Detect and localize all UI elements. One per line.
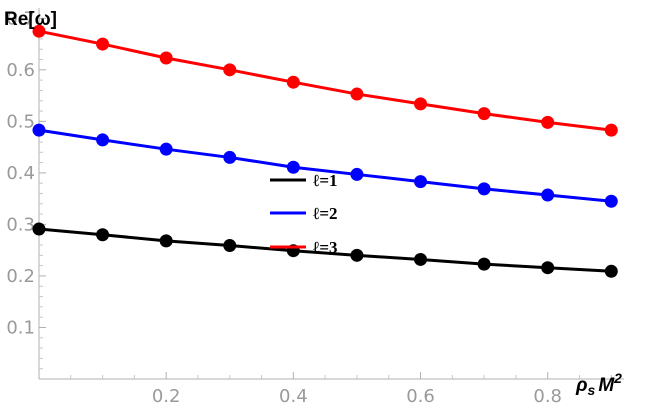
- x-axis-title-sup: 2: [613, 370, 622, 386]
- data-point-l1: [32, 222, 46, 236]
- series-layer: [32, 24, 618, 278]
- y-tick-label: 0.5: [6, 111, 35, 132]
- data-point-l2: [477, 182, 491, 196]
- x-axis-title-rho: ρ: [575, 375, 588, 396]
- y-tick-label: 0.3: [6, 214, 35, 235]
- data-point-l1: [477, 257, 491, 271]
- x-tick-label: 0.6: [406, 386, 435, 407]
- data-point-l2: [96, 133, 110, 147]
- y-tick-label: 0.4: [6, 163, 35, 184]
- data-point-l2: [414, 175, 428, 189]
- x-tick-label: 0.2: [152, 386, 181, 407]
- x-tick-label: 0.4: [279, 386, 308, 407]
- x-axis-title-sub: s: [588, 382, 596, 398]
- data-point-l3: [286, 75, 300, 89]
- legend-label-l1: ℓ=1: [313, 171, 338, 190]
- x-axis-title: ρs M2: [575, 370, 622, 398]
- data-point-l3: [350, 87, 364, 101]
- data-point-l2: [32, 123, 46, 137]
- y-tick-label: 0.2: [6, 266, 35, 287]
- data-point-l1: [541, 261, 555, 275]
- y-tick-label: 0.7: [6, 8, 35, 29]
- data-point-l3: [414, 97, 428, 111]
- data-point-l1: [414, 252, 428, 266]
- legend-label-l2: ℓ=2: [313, 204, 338, 223]
- data-point-l1: [159, 234, 173, 248]
- series-line-l1: [38, 227, 612, 273]
- series-line-l3: [38, 29, 612, 132]
- data-point-l3: [159, 51, 173, 65]
- data-point-l2: [286, 160, 300, 174]
- series-line-l2: [38, 128, 612, 203]
- legend-label-l3: ℓ=3: [313, 238, 338, 257]
- data-point-l2: [541, 188, 555, 202]
- data-point-l3: [96, 37, 110, 51]
- data-point-l1: [223, 239, 237, 253]
- data-point-l2: [350, 167, 364, 181]
- y-tick-label: 0.1: [6, 317, 35, 338]
- data-point-l3: [541, 115, 555, 129]
- x-tick-label: 0.8: [533, 386, 562, 407]
- data-point-l3: [32, 24, 46, 38]
- data-point-l1: [350, 248, 364, 262]
- data-point-l2: [223, 150, 237, 164]
- x-axis-title-M: M: [598, 375, 615, 396]
- y-tick-label: 0.6: [6, 60, 35, 81]
- data-point-l2: [159, 142, 173, 156]
- data-point-l2: [604, 194, 618, 208]
- data-point-l3: [223, 63, 237, 77]
- legend: ℓ=1 ℓ=2 ℓ=3: [270, 171, 338, 257]
- data-point-l1: [604, 264, 618, 278]
- data-point-l1: [96, 228, 110, 242]
- data-point-l3: [477, 107, 491, 121]
- data-point-l3: [604, 123, 618, 137]
- ticks: 0.1 0.2 0.3 0.4 0.5 0.6 0.7 0.2 0.4 0.6 0.8: [6, 8, 612, 407]
- y-axis-title: Re[ω]: [4, 9, 57, 30]
